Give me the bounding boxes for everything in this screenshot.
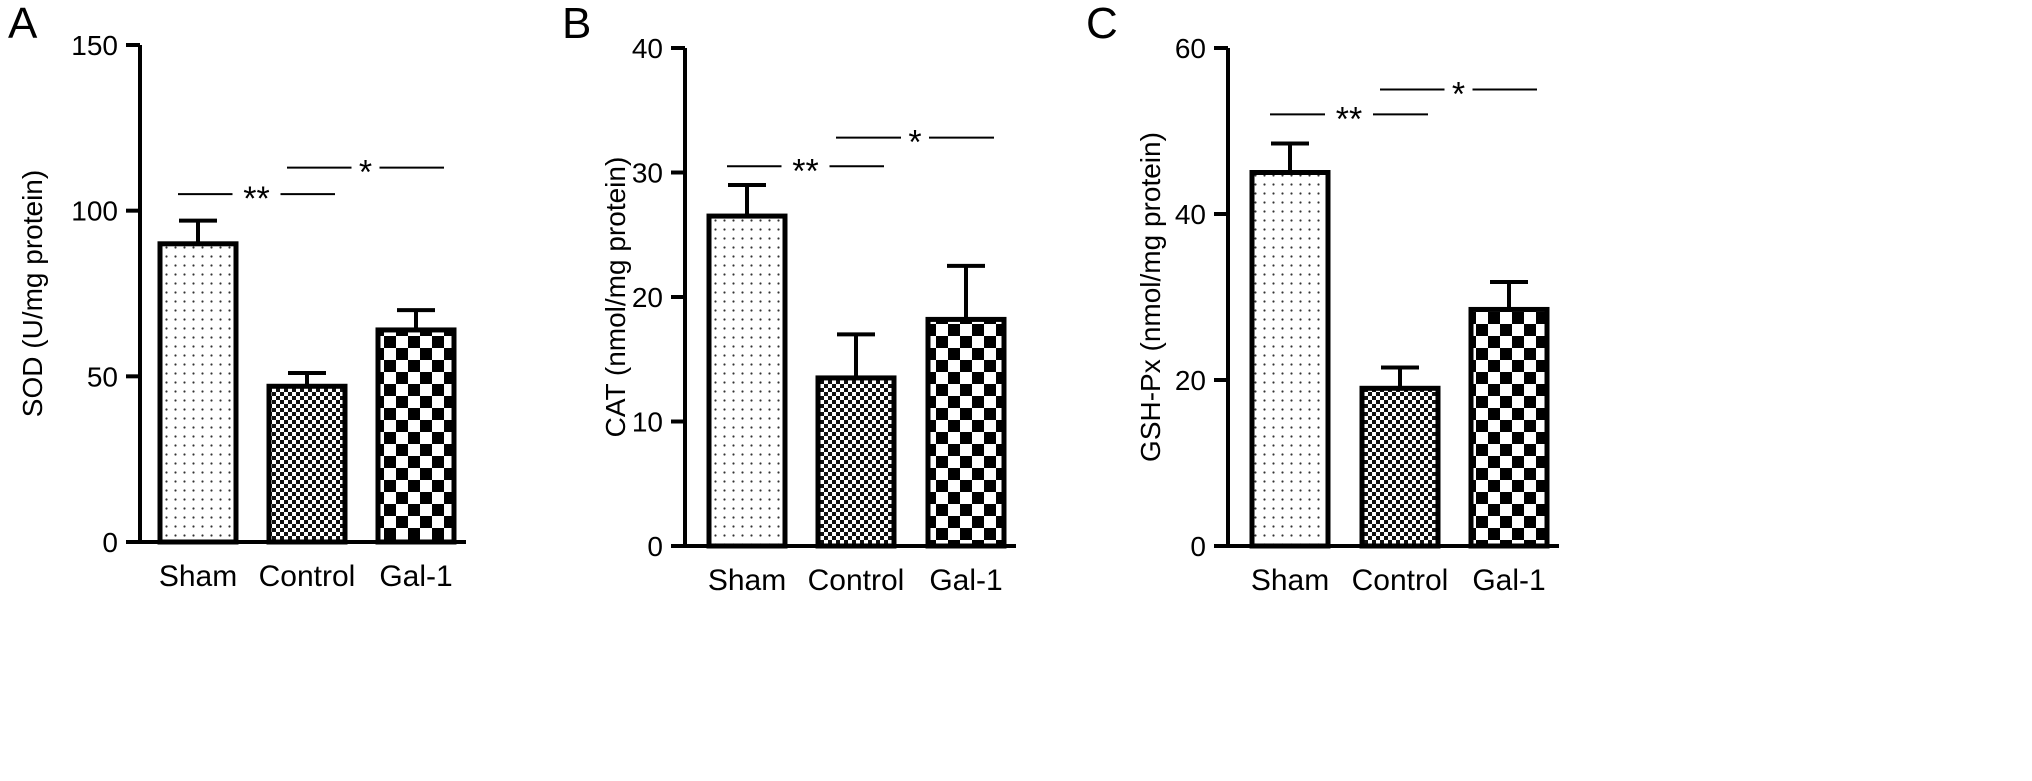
y-tick-label: 10 (632, 407, 663, 438)
y-tick-label: 20 (632, 282, 663, 313)
y-tick-label: 60 (1175, 33, 1206, 64)
significance-marker: ** (243, 180, 269, 218)
y-axis-title: SOD (U/mg protein) (17, 170, 48, 417)
significance-marker: ** (1336, 100, 1362, 138)
chart-panel-c: C 0 20 40 60 GSH-Px (nmol/mg protein) Sham Cont… (1086, 0, 1559, 597)
bar-gal-1 (375, 327, 457, 545)
bar-control (1359, 385, 1441, 549)
bar-control (266, 383, 348, 545)
x-category-label: Control (1352, 564, 1449, 597)
y-tick-label: 40 (1175, 199, 1206, 230)
x-category-label: Gal-1 (929, 564, 1002, 597)
bar-gal-1 (1468, 306, 1550, 549)
bar-sham (1249, 170, 1331, 549)
y-tick-label: 150 (71, 30, 118, 61)
y-tick-label: 30 (632, 158, 663, 189)
y-tick-label: 50 (87, 361, 118, 392)
x-category-label: Gal-1 (1472, 564, 1545, 597)
x-category-label: Gal-1 (379, 560, 452, 593)
y-tick-label: 20 (1175, 365, 1206, 396)
bar-sham (157, 241, 239, 545)
x-category-label: Sham (708, 564, 786, 597)
y-tick-label: 100 (71, 196, 118, 227)
y-tick-label: 0 (102, 527, 118, 558)
bar-sham (706, 213, 788, 549)
significance-marker: ** (792, 152, 818, 190)
x-category-label: Control (808, 564, 905, 597)
significance-marker: * (359, 154, 372, 192)
panel-letter: B (562, 0, 591, 48)
panel-letter: C (1086, 0, 1118, 48)
y-axis-title: CAT (nmol/mg protein) (600, 157, 631, 438)
bar-control (815, 375, 897, 549)
chart-panel-b: B 0 10 20 30 40 CAT (nmol/mg protein) Sham Contr… (562, 0, 1016, 597)
bar-gal-1 (925, 316, 1007, 549)
y-tick-label: 0 (647, 531, 663, 562)
panel-letter: A (8, 0, 38, 48)
y-axis-title: GSH-Px (nmol/mg protein) (1135, 132, 1166, 462)
x-category-label: Control (259, 560, 356, 593)
y-tick-label: 40 (632, 33, 663, 64)
significance-marker: * (908, 124, 921, 162)
chart-panel-a: A 0 50 100 150 SOD (U/mg protein) Sham Control G… (8, 0, 466, 593)
y-tick-label: 0 (1190, 531, 1206, 562)
x-category-label: Sham (1251, 564, 1329, 597)
x-category-label: Sham (159, 560, 237, 593)
significance-marker: * (1452, 76, 1465, 114)
